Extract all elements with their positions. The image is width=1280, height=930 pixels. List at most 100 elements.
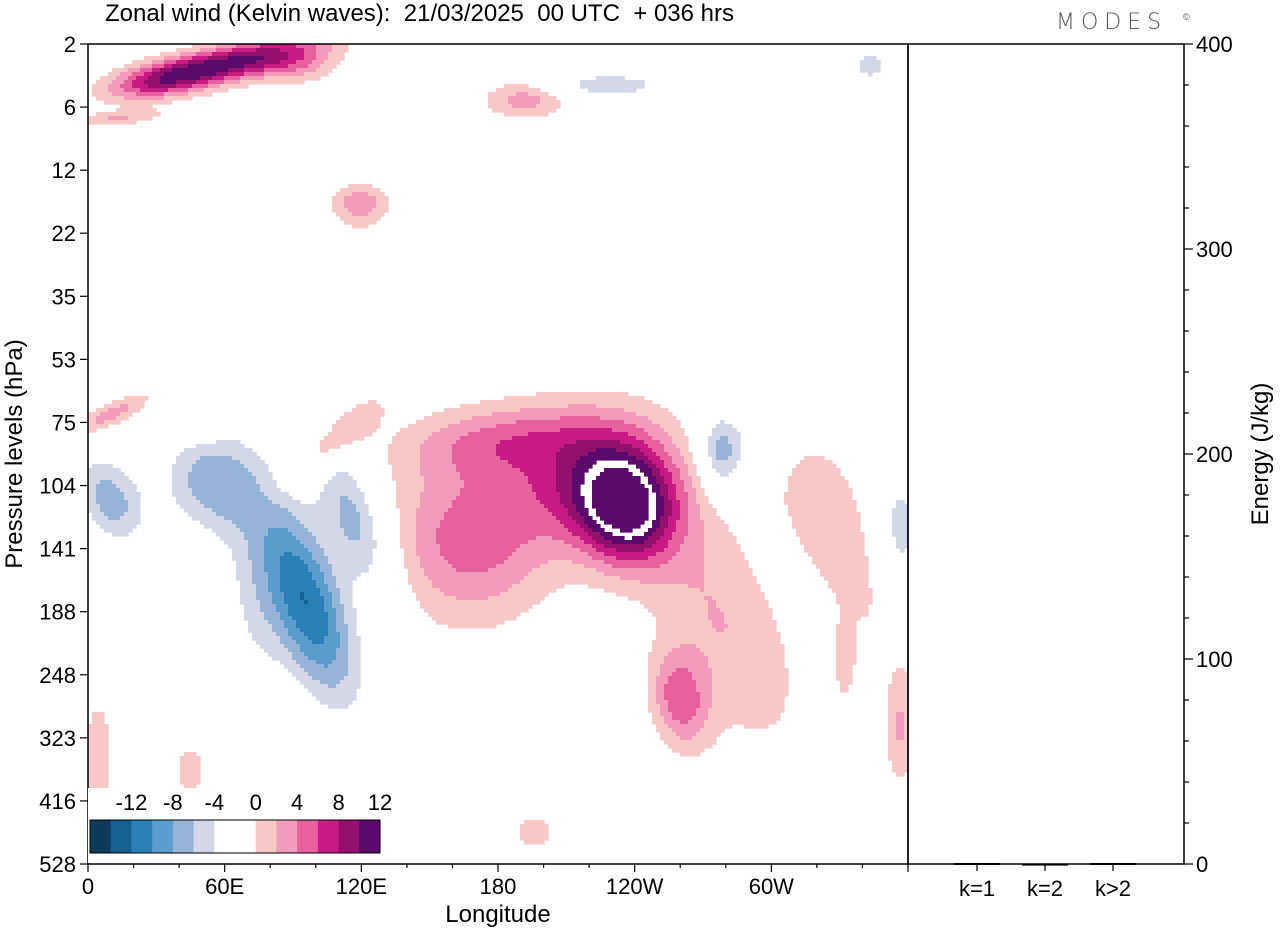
field-cell [348,656,361,661]
field-cell [712,428,737,433]
field-cell [472,416,561,421]
field-cell [688,720,705,725]
field-cell [88,472,125,477]
field-cell [720,436,729,441]
field-cell [708,608,721,613]
field-cell [680,720,689,725]
field-cell [512,104,537,109]
field-cell [664,480,673,485]
y-tick-label: 75 [52,410,76,435]
field-cell [360,524,373,529]
field-cell [516,548,581,553]
field-cell [532,488,557,493]
field-cell [164,92,189,97]
field-cell [668,680,697,685]
field-cell [836,660,857,665]
field-cell [684,480,693,485]
field-cell [400,520,417,525]
field-cell [860,60,881,65]
field-cell [636,412,673,417]
field-cell [332,604,345,609]
field-cell [696,496,709,501]
field-cell [344,200,377,205]
field-cell [716,468,733,473]
field-cell [716,448,733,453]
field-cell [572,532,589,537]
field-cell [308,600,325,605]
field-cell [92,716,105,721]
field-cell [420,492,461,497]
x-tick-label: 60E [205,874,244,899]
field-cell [692,484,701,489]
field-cell [200,520,233,525]
field-cell [396,504,421,509]
field-cell [600,516,649,521]
field-cell [328,612,337,617]
field-cell [552,512,569,517]
field-cell [656,540,669,545]
field-cell [488,596,545,601]
field-cell [688,504,701,509]
field-cell [328,628,337,633]
field-cell [656,464,665,469]
field-cell [300,680,321,685]
field-cell [732,444,741,449]
field-cell [536,492,561,497]
field-cell [320,680,341,685]
field-cell [528,432,629,437]
field-cell [188,484,261,489]
field-cell [368,400,377,405]
field-cell [336,656,349,661]
field-cell [888,724,897,729]
field-cell [596,512,649,517]
field-cell [244,604,261,609]
y-axis-label: Pressure levels (hPa) [1,339,28,568]
field-cell [204,504,281,509]
field-cell [288,64,309,69]
field-cell [804,548,865,553]
field-cell [280,60,297,65]
field-cell [536,104,561,109]
field-cell [888,720,897,725]
field-cell [836,672,853,677]
field-cell [708,436,721,441]
field-cell [208,80,225,85]
field-cell [664,720,681,725]
field-cell [668,484,677,489]
field-cell [208,84,221,89]
field-cell [424,440,457,445]
field-cell [200,76,213,81]
colorbar-swatch [317,820,339,853]
field-cell [88,772,109,777]
field-cell [428,436,461,441]
field-cell [236,572,253,577]
field-cell [252,580,269,585]
field-cell [888,704,908,709]
field-cell [292,636,309,641]
field-cell [196,496,269,501]
field-cell [424,416,473,421]
field-cell [352,408,385,413]
field-cell [324,580,337,585]
field-cell [324,636,341,641]
field-cell [336,628,349,633]
field-cell [348,496,365,501]
field-cell [672,716,693,721]
field-cell [892,520,908,525]
field-cell [800,460,833,465]
field-cell [604,520,645,525]
field-cell [88,420,97,425]
field-cell [188,64,245,69]
field-cell [632,536,649,541]
field-cell [784,496,853,501]
field-cell [828,580,869,585]
field-cell [808,552,865,557]
field-cell [668,700,701,705]
field-cell [672,460,685,465]
field-cell [692,736,717,741]
field-cell [444,512,553,517]
field-cell [728,456,741,461]
field-cell [240,460,265,465]
field-cell [668,516,681,521]
field-cell [324,60,341,65]
